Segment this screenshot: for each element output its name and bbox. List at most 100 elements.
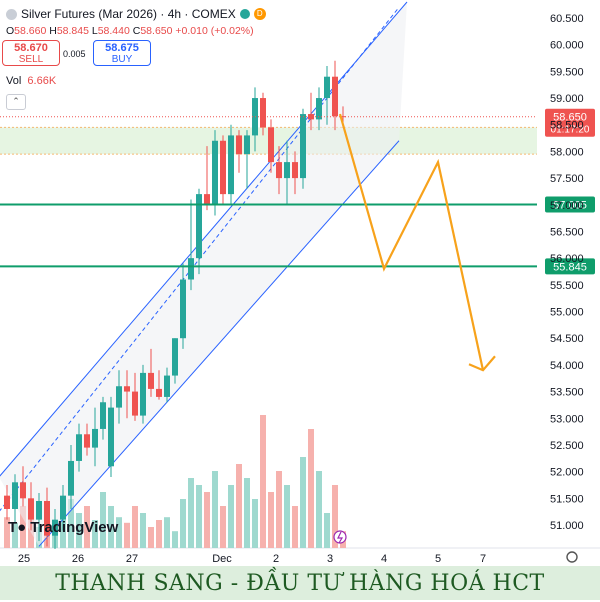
candle-body <box>204 194 210 205</box>
candle-body <box>316 98 322 120</box>
volume-bar <box>116 517 122 548</box>
candle <box>292 151 298 195</box>
candle-body <box>172 338 178 376</box>
candle-body <box>148 372 154 389</box>
y-tick-label: 60.000 <box>550 40 584 52</box>
candle <box>4 484 10 520</box>
candle-body <box>220 140 226 195</box>
x-tick-label: 26 <box>72 553 84 565</box>
candle-body <box>100 402 106 429</box>
candle-body <box>188 258 194 280</box>
delayed-data-icon[interactable]: D <box>253 8 266 20</box>
volume-label: Vol <box>6 75 22 87</box>
x-tick-label: 5 <box>435 553 441 565</box>
volume-bar <box>292 506 298 548</box>
sell-price: 58.670 <box>14 42 48 54</box>
candle-body <box>236 135 242 155</box>
lightning-glyph <box>337 531 344 544</box>
x-tick-label: 2 <box>273 553 279 565</box>
watermark-banner: THANH SANG - ĐẦU TƯ HÀNG HOÁ HCT <box>0 566 600 600</box>
projection-arrowhead <box>468 355 496 372</box>
candle-body <box>332 76 338 117</box>
candle-body <box>28 498 34 520</box>
y-tick-label: 54.500 <box>550 333 584 345</box>
candle <box>124 370 130 419</box>
channel-lower-line <box>38 140 400 547</box>
spread-value: 0.005 <box>63 49 86 59</box>
countdown-label: 01:17:20 <box>551 125 590 136</box>
candle <box>148 348 154 397</box>
volume-bar <box>244 478 250 548</box>
candle-body <box>132 391 138 416</box>
volume-bar <box>300 457 306 548</box>
volume-bar <box>236 464 242 548</box>
candle <box>92 407 98 467</box>
y-tick-label: 59.000 <box>550 93 584 105</box>
sell-label: SELL <box>18 54 44 65</box>
volume-value: 6.66K <box>27 75 57 87</box>
x-tick-label: Dec <box>212 553 232 565</box>
candle-body <box>228 135 234 195</box>
projection-path <box>338 113 485 371</box>
volume-bar <box>132 506 138 548</box>
y-tick-label: 59.500 <box>550 66 584 78</box>
candle <box>140 364 146 424</box>
current-price-tag <box>545 108 595 137</box>
y-tick-label: 55.000 <box>550 307 584 319</box>
change-value: +0.010 (+0.02%) <box>175 25 254 37</box>
event-lightning-icon[interactable] <box>333 530 347 544</box>
sell-button[interactable]: 58.670 SELL <box>2 40 60 66</box>
candle <box>20 466 26 507</box>
candle <box>60 484 66 531</box>
settings-gear-icon[interactable] <box>566 551 578 563</box>
buy-button[interactable]: 58.675 BUY <box>93 40 151 66</box>
price-level-label: 57.005 <box>553 200 587 212</box>
volume-bar <box>100 492 106 548</box>
candle-body <box>76 434 82 461</box>
volume-bar <box>204 492 210 548</box>
y-tick-label: 51.500 <box>550 493 584 505</box>
candle <box>220 135 226 205</box>
candle-body <box>300 114 306 179</box>
volume-bar <box>4 517 10 548</box>
candle <box>300 108 306 189</box>
channel-mid-line <box>0 7 400 512</box>
price-level-tag <box>545 258 595 275</box>
y-tick-label: 54.000 <box>550 360 584 372</box>
candle <box>236 130 242 173</box>
chevron-up-icon[interactable]: ⌃ <box>6 94 26 110</box>
candle <box>204 146 210 211</box>
candle <box>132 372 138 421</box>
candle-body <box>180 279 186 339</box>
candle <box>12 474 18 523</box>
candle-body <box>4 495 10 509</box>
candle <box>28 482 34 531</box>
candle <box>44 487 50 547</box>
candle-body <box>124 386 130 392</box>
tradingview-mark-icon: T● <box>8 519 27 536</box>
volume-bar <box>268 492 274 548</box>
market-status-icon <box>239 9 250 19</box>
y-tick-label: 51.000 <box>550 520 584 532</box>
volume-bar <box>284 485 290 548</box>
candle <box>228 124 234 205</box>
tradingview-logo-text: TradingView <box>30 519 119 536</box>
volume-bar <box>228 485 234 548</box>
candle <box>276 146 282 195</box>
symbol-header[interactable]: Silver Futures (Mar 2026) · 4h · COMEX D <box>6 7 266 21</box>
candle-body <box>60 495 66 520</box>
volume-bar <box>260 415 266 548</box>
y-tick-label: 58.500 <box>550 120 584 132</box>
candle-body <box>212 140 218 205</box>
price-level-tag <box>545 196 595 213</box>
candle-body <box>116 386 122 408</box>
volume-bar <box>220 506 226 548</box>
candle-body <box>260 98 266 128</box>
y-tick-label: 55.500 <box>550 280 584 292</box>
symbol-title[interactable]: Silver Futures (Mar 2026) · 4h · COMEX <box>21 7 236 21</box>
y-tick-label: 53.500 <box>550 387 584 399</box>
ohlc-readout: O58.660 H58.845 L58.440 C58.650 +0.010 (… <box>6 25 254 37</box>
high-label: H <box>49 25 57 37</box>
low-label: L <box>91 25 98 37</box>
